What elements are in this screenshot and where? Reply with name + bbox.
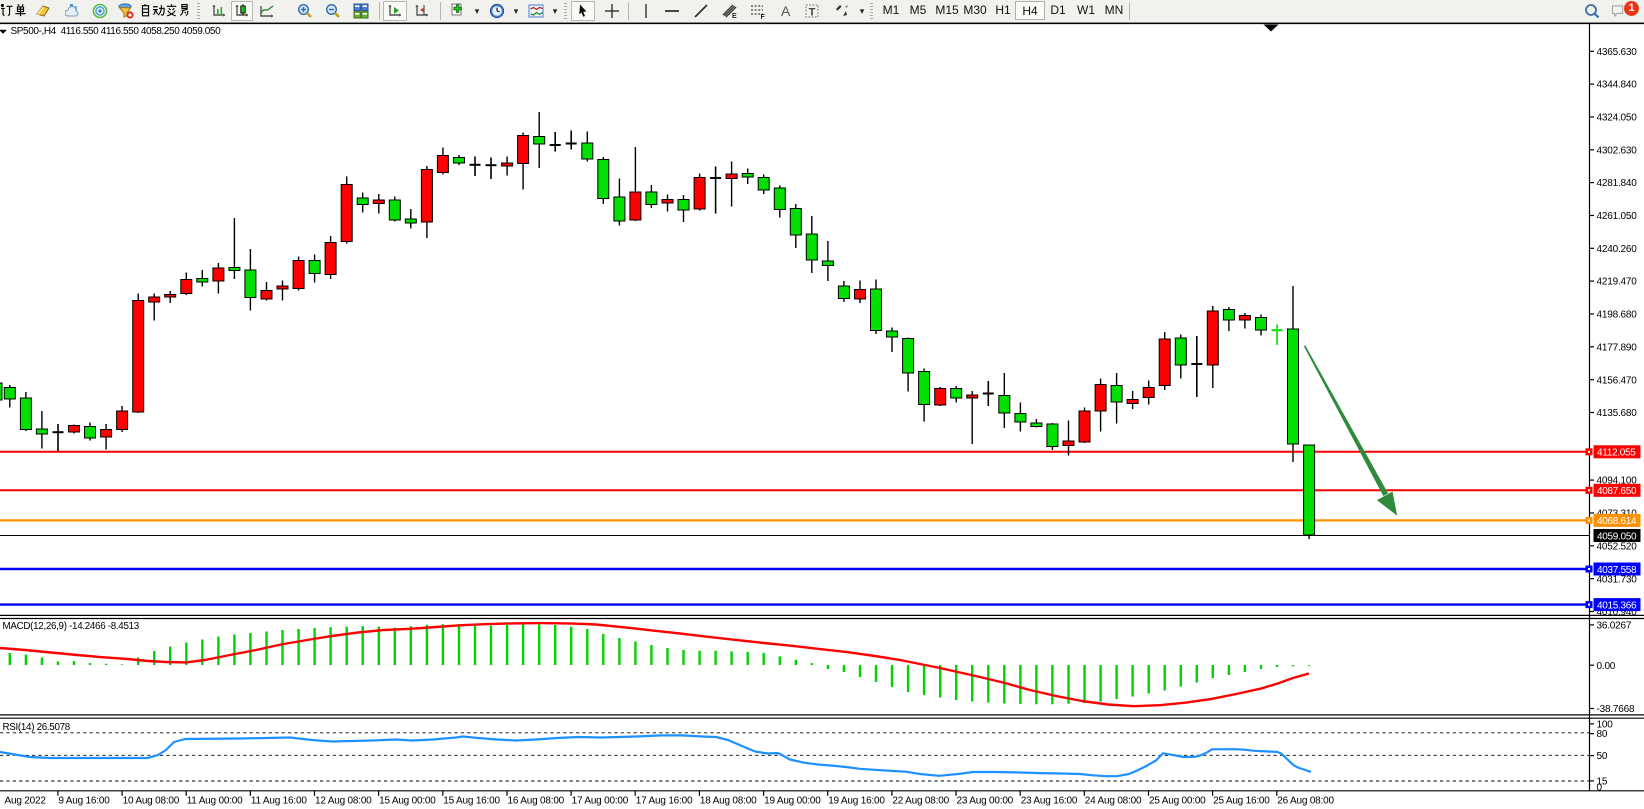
- svg-text:4135.680: 4135.680: [1597, 408, 1638, 419]
- svg-text:4052.520: 4052.520: [1597, 541, 1638, 552]
- svg-text:36.0267: 36.0267: [1597, 621, 1632, 632]
- svg-text:100: 100: [1597, 719, 1614, 730]
- svg-text:4068.614: 4068.614: [1597, 516, 1637, 527]
- svg-text:SP500-,H4 4116.550 4116.550 4: SP500-,H4 4116.550 4116.550 4058.250 405…: [11, 26, 222, 37]
- svg-text:11 Aug 16:00: 11 Aug 16:00: [251, 796, 307, 807]
- svg-text:18 Aug 08:00: 18 Aug 08:00: [700, 796, 757, 807]
- svg-text:4037.558: 4037.558: [1597, 565, 1637, 576]
- svg-text:22 Aug 08:00: 22 Aug 08:00: [892, 796, 949, 807]
- svg-text:0.00: 0.00: [1597, 661, 1616, 672]
- svg-text:80: 80: [1597, 729, 1608, 740]
- svg-text:12 Aug 08:00: 12 Aug 08:00: [315, 796, 372, 807]
- svg-text:4324.050: 4324.050: [1597, 113, 1638, 124]
- svg-text:4240.260: 4240.260: [1597, 244, 1638, 255]
- svg-text:10 Aug 08:00: 10 Aug 08:00: [123, 796, 180, 807]
- svg-text:15 Aug 16:00: 15 Aug 16:00: [443, 796, 500, 807]
- svg-text:4261.050: 4261.050: [1597, 211, 1638, 222]
- svg-text:24 Aug 08:00: 24 Aug 08:00: [1085, 796, 1142, 807]
- svg-text:4198.680: 4198.680: [1597, 310, 1638, 321]
- svg-text:50: 50: [1597, 751, 1608, 762]
- svg-text:4094.100: 4094.100: [1597, 476, 1638, 487]
- svg-text:4365.630: 4365.630: [1597, 47, 1638, 58]
- svg-text:19 Aug 16:00: 19 Aug 16:00: [828, 796, 885, 807]
- svg-text:4177.890: 4177.890: [1597, 342, 1638, 353]
- svg-text:T: T: [809, 7, 816, 19]
- svg-text:23 Aug 16:00: 23 Aug 16:00: [1021, 796, 1078, 807]
- svg-text:4156.470: 4156.470: [1597, 375, 1638, 386]
- svg-text:-38.7668: -38.7668: [1597, 704, 1636, 715]
- svg-text:4059.050: 4059.050: [1597, 531, 1637, 542]
- svg-text:4015.366: 4015.366: [1597, 600, 1637, 611]
- svg-text:17 Aug 00:00: 17 Aug 00:00: [572, 796, 629, 807]
- svg-text:4087.650: 4087.650: [1597, 486, 1637, 497]
- svg-text:MACD(12,26,9) -14.2466 -8.4513: MACD(12,26,9) -14.2466 -8.4513: [3, 621, 140, 632]
- svg-text:4344.840: 4344.840: [1597, 80, 1638, 91]
- svg-text:25 Aug 16:00: 25 Aug 16:00: [1213, 796, 1270, 807]
- svg-text:Aug 2022: Aug 2022: [5, 796, 47, 807]
- svg-text:0: 0: [1597, 782, 1603, 793]
- svg-text:F: F: [761, 14, 766, 19]
- svg-text:17 Aug 16:00: 17 Aug 16:00: [636, 796, 693, 807]
- svg-text:4281.840: 4281.840: [1597, 178, 1638, 189]
- svg-text:16 Aug 08:00: 16 Aug 08:00: [508, 796, 565, 807]
- svg-text:11 Aug 00:00: 11 Aug 00:00: [187, 796, 243, 807]
- svg-text:4010.940: 4010.940: [1597, 607, 1638, 618]
- svg-text:E: E: [732, 13, 737, 19]
- svg-text:4302.630: 4302.630: [1597, 145, 1638, 156]
- svg-text:15: 15: [1597, 777, 1608, 788]
- svg-text:4219.470: 4219.470: [1597, 277, 1638, 288]
- svg-text:A: A: [781, 3, 791, 19]
- svg-text:9 Aug 16:00: 9 Aug 16:00: [58, 796, 110, 807]
- svg-text:4031.730: 4031.730: [1597, 574, 1638, 585]
- svg-text:25 Aug 00:00: 25 Aug 00:00: [1149, 796, 1206, 807]
- svg-text:19 Aug 00:00: 19 Aug 00:00: [764, 796, 821, 807]
- svg-text:23 Aug 00:00: 23 Aug 00:00: [957, 796, 1014, 807]
- svg-text:26 Aug 08:00: 26 Aug 08:00: [1277, 796, 1334, 807]
- svg-text:4112.055: 4112.055: [1597, 448, 1636, 459]
- svg-text:RSI(14) 26.5078: RSI(14) 26.5078: [3, 722, 71, 733]
- svg-text:15 Aug 00:00: 15 Aug 00:00: [379, 796, 436, 807]
